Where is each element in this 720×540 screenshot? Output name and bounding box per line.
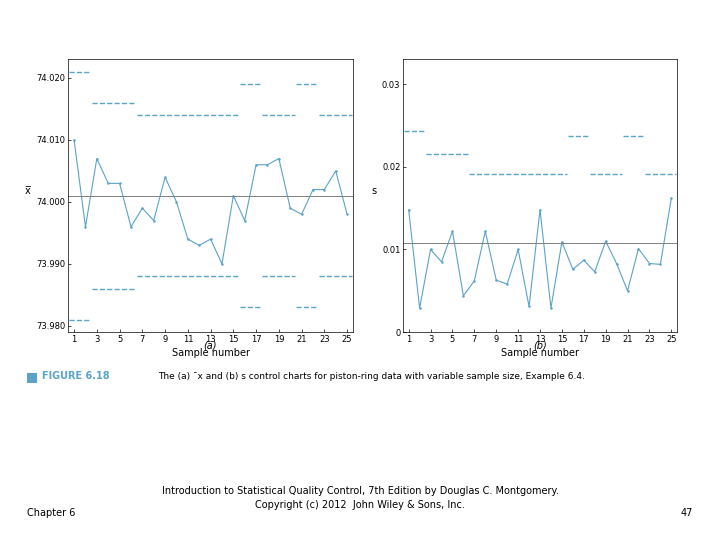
Text: (b): (b) [533, 340, 547, 350]
X-axis label: Sample number: Sample number [171, 348, 250, 358]
Text: (a): (a) [204, 340, 217, 350]
Text: Chapter 6: Chapter 6 [27, 508, 76, 518]
Text: The (a) ¯x and (b) s control charts for piston-ring data with variable sample si: The (a) ¯x and (b) s control charts for … [158, 372, 585, 381]
Y-axis label: s: s [371, 186, 376, 195]
Text: Introduction to Statistical Quality Control, 7th Edition by Douglas C. Montgomer: Introduction to Statistical Quality Cont… [161, 487, 559, 510]
Text: FIGURE 6.18: FIGURE 6.18 [42, 371, 110, 381]
X-axis label: Sample number: Sample number [501, 348, 579, 358]
Y-axis label: x̅: x̅ [25, 186, 31, 195]
Text: 47: 47 [680, 508, 693, 518]
